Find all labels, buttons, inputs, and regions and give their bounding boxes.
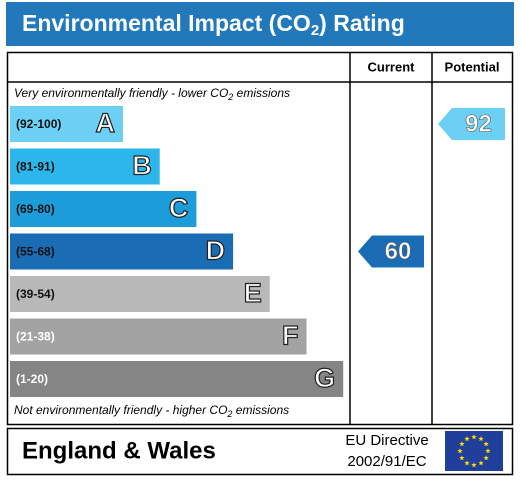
- eu-star: [478, 436, 484, 442]
- title-text: ) Rating: [319, 10, 405, 36]
- eu-star: [464, 460, 470, 466]
- band-letter: A: [96, 108, 116, 138]
- footer-directive: EU Directive: [345, 432, 428, 449]
- eu-star: [459, 455, 465, 461]
- band-letter: F: [282, 321, 299, 351]
- note-sub: 2: [226, 409, 232, 419]
- eu-star: [457, 448, 463, 454]
- frame: [6, 51, 514, 426]
- eu-star: [485, 448, 491, 454]
- note-text: emissions: [233, 86, 290, 100]
- top-note: Very environmentally friendly - lower CO…: [14, 86, 290, 102]
- band: [10, 148, 160, 185]
- band-range: (55-68): [16, 245, 55, 259]
- band-letter: E: [244, 278, 262, 308]
- band: [10, 276, 270, 312]
- eu-star: [471, 434, 477, 440]
- band-range: (69-80): [16, 202, 55, 216]
- rating-value: 60: [385, 238, 412, 265]
- band-range: (39-54): [16, 287, 55, 301]
- bottom-note: Not environmentally friendly - higher CO…: [14, 403, 289, 419]
- title-bar: [6, 2, 514, 46]
- rating-arrow: [358, 235, 424, 268]
- footer-directive: 2002/91/EC: [347, 453, 426, 470]
- band-range: (21-38): [16, 330, 55, 344]
- rating-value: 92: [465, 110, 492, 137]
- eu-stars: [457, 434, 491, 468]
- eu-star: [483, 441, 489, 447]
- band-letter: G: [314, 363, 335, 393]
- band: [10, 361, 344, 397]
- eu-star: [478, 460, 484, 466]
- band: [10, 191, 197, 227]
- eu-star: [459, 441, 465, 447]
- eu-star: [471, 462, 477, 468]
- band: [10, 233, 234, 270]
- column-header: Current: [368, 59, 416, 74]
- footer-region: England & Wales: [22, 437, 216, 464]
- eu-star: [483, 455, 489, 461]
- title: Environmental Impact (CO2) Rating: [22, 10, 405, 39]
- band-range: (81-91): [16, 160, 55, 174]
- note-text: emissions: [232, 403, 289, 417]
- band-letter: C: [169, 193, 189, 223]
- band: [10, 318, 307, 355]
- column-header: Potential: [445, 59, 500, 74]
- band-letter: D: [206, 236, 226, 266]
- band: [10, 106, 123, 142]
- note-sub: 2: [227, 92, 233, 102]
- title-sub: 2: [311, 22, 319, 39]
- eu-star: [464, 436, 470, 442]
- note-text: Very environmentally friendly - lower CO: [14, 86, 228, 100]
- title-text: Environmental Impact (CO: [22, 10, 311, 36]
- band-letter: B: [132, 151, 152, 181]
- rating-arrow: [438, 108, 505, 140]
- footer-frame: [6, 427, 514, 476]
- band-range: (92-100): [16, 117, 61, 131]
- band-range: (1-20): [16, 372, 48, 386]
- note-text: Not environmentally friendly - higher CO: [14, 403, 227, 417]
